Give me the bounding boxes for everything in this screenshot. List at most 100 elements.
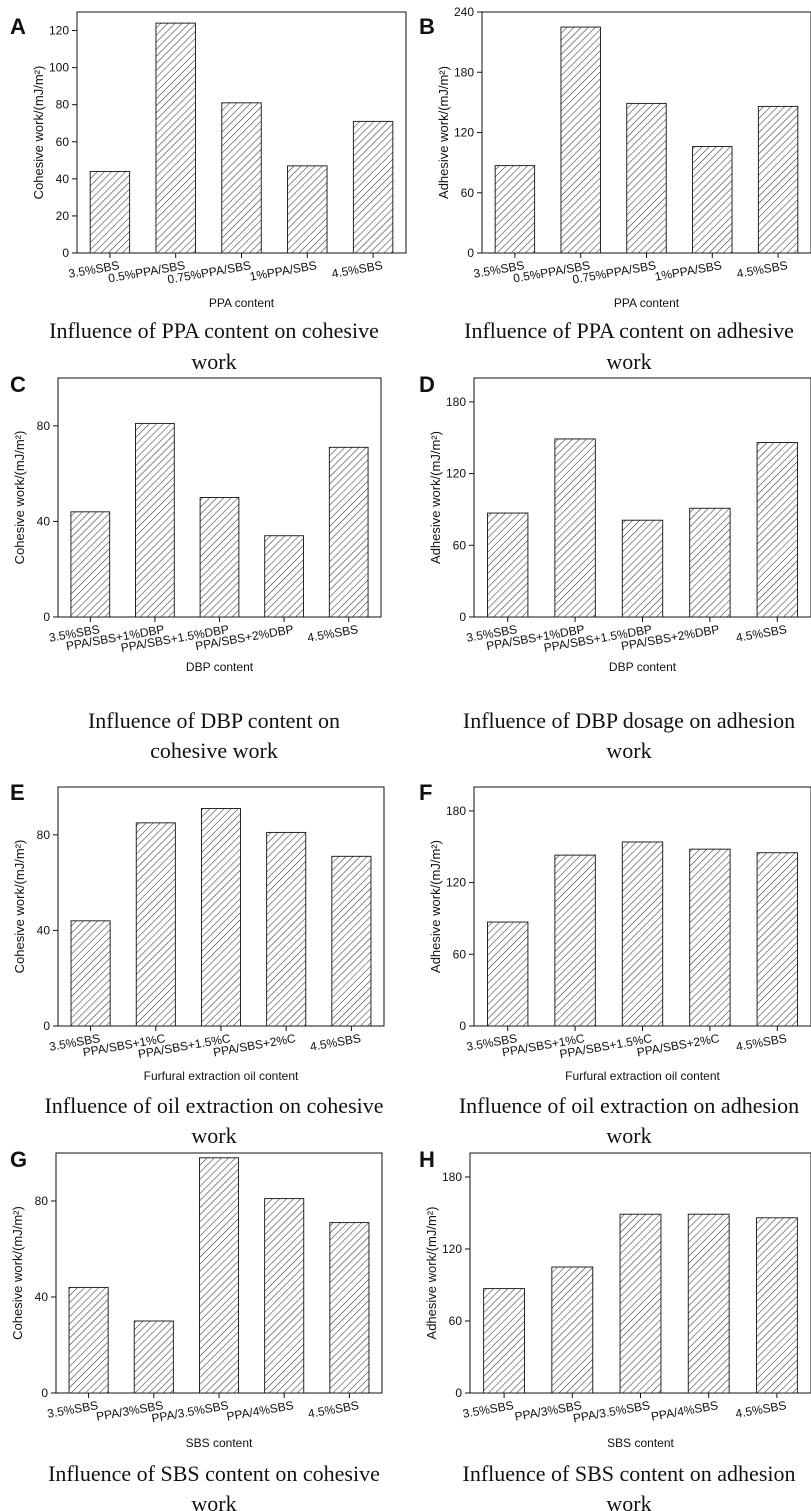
y-tick-label: 60 (449, 1314, 463, 1328)
x-tick-label: 3.5%SBS (462, 1398, 515, 1421)
x-tick-label: PPA/3.5%SBS (572, 1398, 651, 1425)
chart-panel-e: E040803.5%SBSPPA/SBS+1%CPPA/SBS+1.5%CPPA… (10, 780, 385, 1148)
bar (199, 497, 240, 618)
bar (264, 535, 304, 618)
chart-caption: Influence of SBS content on adhesion (463, 1461, 796, 1486)
x-tick-label: 4.5%SBS (331, 258, 384, 281)
bar (687, 1213, 730, 1394)
x-tick-label: 4.5%SBS (734, 1398, 787, 1421)
bar (89, 170, 131, 254)
x-axis-title: PPA content (614, 296, 680, 310)
chart-panel-a: A0204060801001203.5%SBS0.5%PPA/SBS0.75%P… (10, 11, 407, 374)
bar (266, 831, 307, 1027)
chart-caption: Influence of PPA content on adhesive (464, 318, 794, 343)
panel-letter: A (10, 14, 26, 39)
bar (755, 1217, 798, 1394)
bar (626, 102, 667, 254)
bar (133, 1320, 174, 1394)
x-tick-label: 4.5%SBS (306, 622, 359, 645)
y-axis-title: Cohesive work/(mJ/m²) (12, 840, 27, 974)
y-tick-label: 180 (454, 65, 474, 79)
y-tick-label: 0 (41, 1386, 48, 1400)
x-axis-title: Furfural extraction oil content (144, 1069, 299, 1083)
x-tick-label: 4.5%SBS (307, 1398, 360, 1421)
y-tick-label: 0 (43, 1019, 50, 1033)
y-tick-label: 60 (453, 947, 467, 961)
x-axis-title: Furfural extraction oil content (565, 1069, 720, 1083)
y-tick-label: 120 (442, 1242, 462, 1256)
bar (756, 852, 798, 1027)
bar (560, 26, 601, 254)
bar (692, 146, 733, 254)
x-axis-title: SBS content (607, 1436, 674, 1450)
panel-letter: D (419, 372, 435, 397)
y-tick-label: 60 (56, 135, 70, 149)
y-tick-label: 60 (453, 538, 467, 552)
y-tick-label: 0 (455, 1386, 462, 1400)
bar (621, 519, 664, 618)
y-axis-title: Cohesive work/(mJ/m²) (10, 1206, 25, 1340)
chart-caption: cohesive work (150, 738, 278, 763)
bar (70, 920, 111, 1027)
bar (70, 511, 111, 618)
panel-letter: H (419, 1147, 435, 1172)
panel-letter: C (10, 372, 26, 397)
bar (200, 808, 242, 1027)
bar (352, 120, 394, 254)
y-tick-label: 20 (56, 209, 70, 223)
chart-panel-f: F0601201803.5%SBSPPA/SBS+1%CPPA/SBS+1.5%… (419, 780, 811, 1148)
y-tick-label: 120 (49, 24, 69, 38)
x-tick-label: 4.5%SBS (735, 622, 788, 645)
y-tick-label: 40 (37, 923, 51, 937)
y-tick-label: 40 (37, 514, 51, 528)
bar (198, 1157, 240, 1394)
bar (329, 1222, 370, 1394)
x-axis-title: DBP content (186, 660, 254, 674)
chart-caption: work (191, 1491, 236, 1511)
y-axis-title: Adhesive work/(mJ/m²) (428, 431, 443, 564)
y-tick-label: 80 (35, 1194, 49, 1208)
bar (756, 442, 798, 618)
chart-caption: work (606, 738, 651, 763)
bar (483, 1288, 526, 1394)
y-axis-title: Adhesive work/(mJ/m²) (424, 1207, 439, 1340)
y-tick-label: 240 (454, 5, 474, 19)
bar (621, 841, 664, 1027)
x-tick-label: 4.5%SBS (736, 258, 789, 281)
chart-caption: Influence of DBP content on (88, 708, 340, 733)
y-tick-label: 180 (446, 804, 466, 818)
y-tick-label: 80 (56, 98, 70, 112)
y-tick-label: 180 (442, 1170, 462, 1184)
y-tick-label: 180 (446, 395, 466, 409)
bar (68, 1286, 109, 1394)
x-axis-title: PPA content (209, 296, 275, 310)
chart-panel-c: C040803.5%SBSPPA/SBS+1%DBPPPA/SBS+1.5%DB… (10, 372, 382, 763)
y-tick-label: 0 (467, 246, 474, 260)
bar (155, 22, 196, 254)
chart-caption: Influence of oil extraction on cohesive (44, 1093, 383, 1118)
bar (287, 165, 328, 254)
chart-caption: work (191, 1123, 236, 1148)
x-axis-title: DBP content (609, 660, 677, 674)
panel-letter: G (10, 1147, 27, 1172)
bar (689, 848, 731, 1027)
bar (551, 1266, 594, 1394)
x-tick-label: 4.5%SBS (309, 1031, 362, 1054)
bar (494, 165, 536, 254)
bar (487, 512, 529, 618)
y-tick-label: 40 (56, 172, 70, 186)
y-tick-label: 120 (446, 876, 466, 890)
chart-panel-d: D0601201803.5%SBSPPA/SBS+1%DBPPPA/SBS+1.… (419, 372, 811, 763)
x-tick-label: 3.5%SBS (46, 1398, 99, 1421)
y-tick-label: 80 (37, 828, 51, 842)
y-axis-title: Cohesive work/(mJ/m²) (12, 431, 27, 565)
y-tick-label: 0 (459, 610, 466, 624)
x-tick-label: 4.5%SBS (735, 1031, 788, 1054)
x-tick-label: 1%PPA/SBS (654, 258, 723, 284)
bar (221, 102, 262, 254)
chart-caption: Influence of DBP dosage on adhesion (463, 708, 795, 733)
y-tick-label: 120 (446, 467, 466, 481)
y-tick-label: 60 (461, 186, 475, 200)
chart-panel-b: B0601201802403.5%SBS0.5%PPA/SBS0.75%PPA/… (419, 5, 811, 374)
